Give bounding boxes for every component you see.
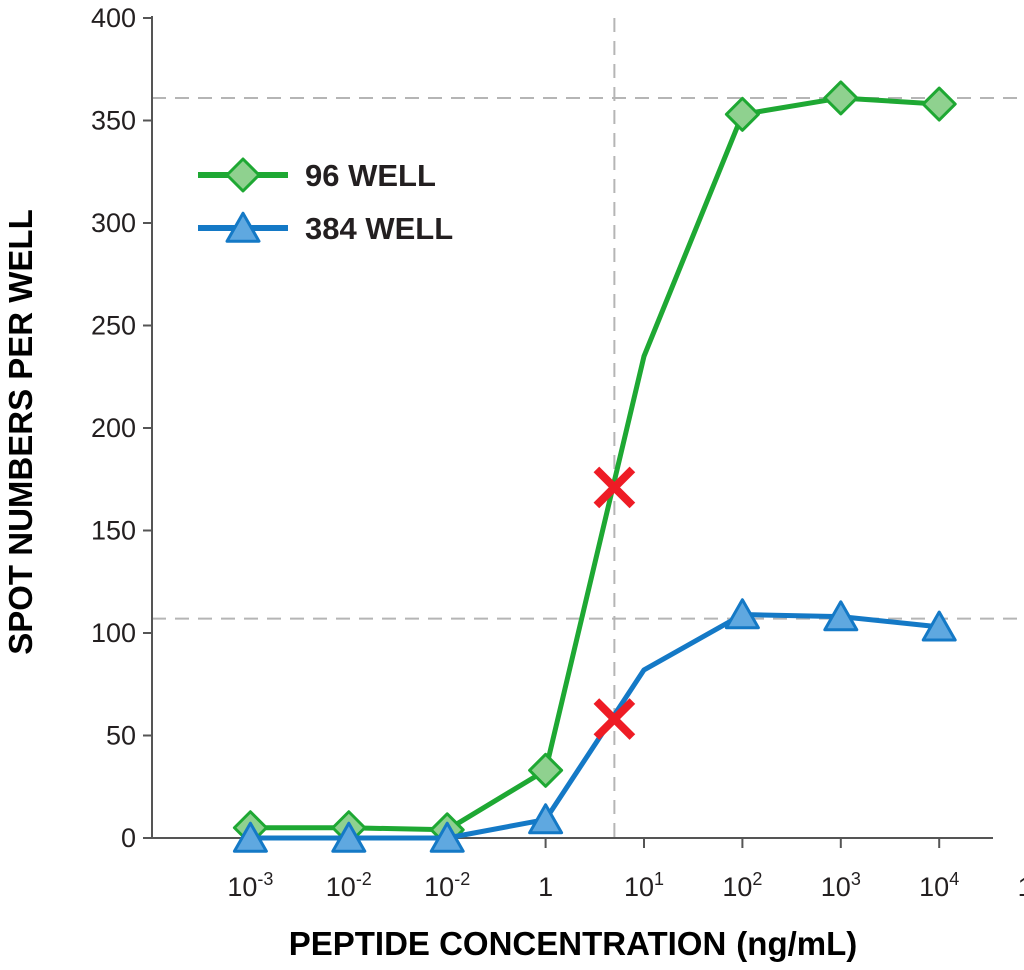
x-mark-stroke <box>593 698 636 740</box>
x-tick-label: 10-2 <box>424 869 470 902</box>
data-point-triangle <box>331 821 367 853</box>
y-axis-title: SPOT NUMBERS PER WELL <box>2 209 39 655</box>
data-point-diamond <box>921 86 957 122</box>
legend-item-1: 384 WELL <box>198 211 453 246</box>
y-tick-label: 250 <box>91 311 136 341</box>
data-point-triangle <box>429 821 465 853</box>
data-point-triangle <box>232 821 268 853</box>
legend-triangle-icon <box>225 211 261 243</box>
data-point-triangle <box>528 803 564 835</box>
x-tick-label: 103 <box>821 869 861 902</box>
y-tick-label: 50 <box>106 721 136 751</box>
data-point-diamond <box>724 96 760 132</box>
series-384-well <box>232 598 957 853</box>
legend-label: 384 WELL <box>305 211 453 246</box>
x-mark-1 <box>593 698 636 740</box>
x-axis-title: PEPTIDE CONCENTRATION (ng/mL) <box>289 925 858 962</box>
y-tick-label: 350 <box>91 106 136 136</box>
y-tick-label: 150 <box>91 516 136 546</box>
x-tick-label: 105 <box>1018 869 1024 902</box>
legend: 96 WELL 384 WELL <box>198 157 453 246</box>
x-tick-label: 10-2 <box>326 869 372 902</box>
y-tick-label: 300 <box>91 208 136 238</box>
annotations <box>593 466 636 740</box>
legend-label: 96 WELL <box>305 158 436 193</box>
series-line <box>250 95 940 833</box>
y-tick-label: 0 <box>121 823 136 853</box>
x-tick-label: 102 <box>722 869 762 902</box>
axes: 0 50 100 150 200 250 300 350 400 10-3 10-2 10-2 1 101… <box>91 3 1024 902</box>
series-line <box>250 612 940 841</box>
x-tick-label: 10-3 <box>227 869 273 902</box>
y-tick-label: 100 <box>91 618 136 648</box>
x-axis-title-text: PEPTIDE CONCENTRATION <box>289 925 727 962</box>
series-layer <box>232 80 957 853</box>
reference-lines <box>152 18 1020 838</box>
y-tick-label: 400 <box>91 3 136 33</box>
series-96-well <box>232 80 957 848</box>
data-point-triangle <box>823 600 859 632</box>
y-tick-label: 200 <box>91 413 136 443</box>
x-axis-unit: (ng/mL) <box>736 925 857 962</box>
data-point-diamond <box>528 752 564 788</box>
x-tick-label: 101 <box>624 869 664 902</box>
legend-item-0: 96 WELL <box>198 157 436 193</box>
x-mark-stroke <box>593 466 636 509</box>
x-tick-label: 104 <box>919 869 959 902</box>
data-point-diamond <box>823 80 859 116</box>
x-tick-label: 1 <box>538 872 553 902</box>
x-mark-0 <box>593 466 636 509</box>
data-point-triangle <box>921 610 957 642</box>
legend-diamond-icon <box>225 157 261 193</box>
data-point-triangle <box>724 598 760 630</box>
